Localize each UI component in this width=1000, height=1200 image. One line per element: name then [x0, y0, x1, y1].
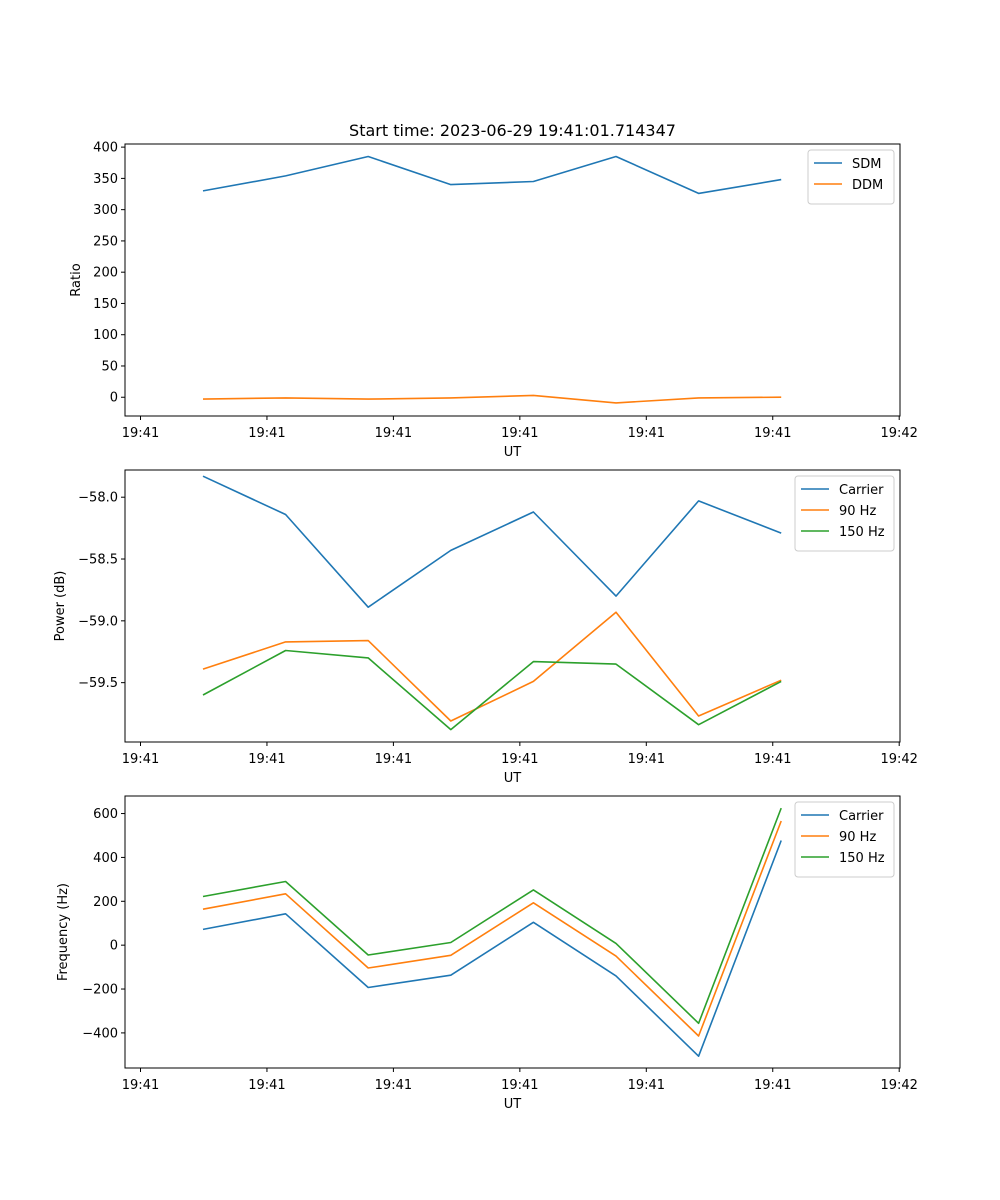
- y-tick-label: 150: [93, 297, 118, 312]
- x-tick-label: 19:42: [880, 752, 917, 767]
- x-tick-label: 19:41: [375, 1078, 412, 1093]
- x-tick-label: 19:41: [754, 752, 791, 767]
- y-tick-label: 50: [101, 359, 118, 374]
- y-tick-label: 400: [93, 141, 118, 156]
- subplot-3: 600 400 200 0 −200 −400 19:41 19:41 19:41 19:41 19…: [56, 795, 918, 1112]
- x-tick-label: 19:41: [248, 1078, 285, 1093]
- x-tick-label: 19:41: [248, 426, 285, 441]
- subplots: 0 50 100 150 200 250 300 350 400 19:41 19:41 19:41 1…: [53, 141, 918, 1112]
- x-tick-label: 19:41: [501, 1078, 538, 1093]
- legend-entry: 90 Hz: [839, 830, 876, 845]
- y-tick-label: 350: [93, 172, 118, 187]
- y-tick-label: 0: [110, 391, 118, 406]
- y-tick-label: −59.0: [78, 614, 118, 629]
- x-tick-label: 19:41: [628, 752, 665, 767]
- x-tick-label: 19:41: [122, 1078, 159, 1093]
- x-tick-label: 19:41: [754, 426, 791, 441]
- x-tick-label: 19:41: [628, 426, 665, 441]
- y-tick-label: 250: [93, 234, 118, 249]
- x-tick-label: 19:41: [122, 752, 159, 767]
- axes-frame: [124, 795, 901, 1069]
- y-tick-label: −59.5: [78, 676, 118, 691]
- x-tick-label: 19:41: [375, 426, 412, 441]
- x-tick-label: 19:41: [501, 752, 538, 767]
- y-tick-label: 400: [93, 851, 118, 866]
- x-tick-label: 19:42: [880, 426, 917, 441]
- y-axis-label: Power (dB): [53, 571, 68, 642]
- legend-entry: 150 Hz: [839, 851, 885, 866]
- legend-box: [794, 475, 895, 552]
- series-line-90-hz: [202, 820, 782, 1037]
- legend-entry: 90 Hz: [839, 504, 876, 519]
- series-line-150-hz: [202, 807, 782, 1025]
- y-tick-label: 600: [93, 807, 118, 822]
- legend-entry: 150 Hz: [839, 525, 885, 540]
- axes-frame: [124, 469, 901, 743]
- figure-title: Start time: 2023-06-29 19:41:01.714347: [349, 121, 676, 140]
- legend-entry: Carrier: [839, 483, 884, 498]
- y-tick-label: −58.0: [78, 491, 118, 506]
- legend: Carrier 90 Hz 150 Hz: [794, 475, 895, 552]
- y-axis-label: Frequency (Hz): [56, 883, 71, 981]
- y-tick-label: 200: [93, 266, 118, 281]
- x-tick-label: 19:41: [122, 426, 159, 441]
- legend-entry: SDM: [852, 157, 881, 172]
- y-axis-label: Ratio: [69, 263, 84, 296]
- legend-entry: Carrier: [839, 809, 884, 824]
- legend-box: [794, 801, 895, 878]
- x-tick-label: 19:41: [501, 426, 538, 441]
- legend: SDM DDM: [807, 149, 895, 205]
- x-axis-label: UT: [504, 445, 522, 460]
- x-axis-label: UT: [504, 771, 522, 786]
- series-line-carrier: [202, 840, 782, 1057]
- series-line-carrier: [202, 475, 782, 609]
- y-tick-label: −400: [82, 1026, 118, 1041]
- x-axis-label: UT: [504, 1097, 522, 1112]
- y-tick-label: 300: [93, 203, 118, 218]
- x-tick-label: 19:41: [628, 1078, 665, 1093]
- subplot-2: −58.0 −58.5 −59.0 −59.5 19:41 19:41 19:41 19:41…: [53, 469, 918, 786]
- legend: Carrier 90 Hz 150 Hz: [794, 801, 895, 878]
- x-tick-label: 19:42: [880, 1078, 917, 1093]
- subplot-1: 0 50 100 150 200 250 300 350 400 19:41 19:41 19:41 1…: [69, 141, 918, 460]
- y-tick-label: 200: [93, 895, 118, 910]
- series-line-sdm: [202, 155, 782, 195]
- axes-frame: [124, 143, 901, 417]
- x-tick-label: 19:41: [754, 1078, 791, 1093]
- legend-entry: DDM: [852, 178, 883, 193]
- x-tick-label: 19:41: [248, 752, 285, 767]
- y-tick-label: −200: [82, 983, 118, 998]
- series-line-ddm: [202, 394, 782, 404]
- series-line-150-hz: [202, 649, 782, 731]
- y-tick-label: 0: [110, 939, 118, 954]
- series-line-90-hz: [202, 611, 782, 722]
- x-tick-label: 19:41: [375, 752, 412, 767]
- y-tick-label: −58.5: [78, 553, 118, 568]
- y-tick-label: 100: [93, 328, 118, 343]
